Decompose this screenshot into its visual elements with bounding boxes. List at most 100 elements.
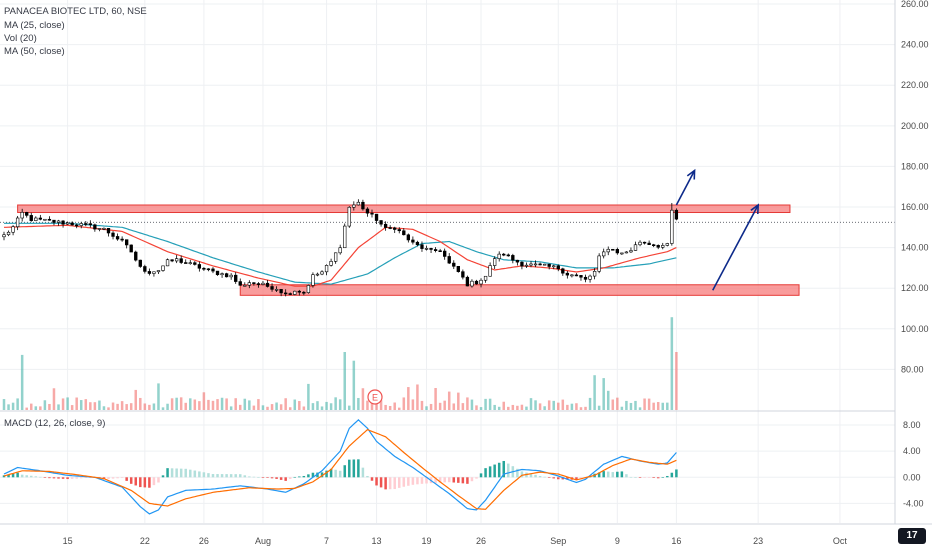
candle-body bbox=[411, 239, 415, 243]
breakout-arrow[interactable] bbox=[675, 168, 696, 206]
legend-ma50[interactable]: MA (50, close) bbox=[4, 46, 65, 57]
candle-body bbox=[611, 248, 615, 251]
macd-histogram-bar bbox=[220, 474, 224, 478]
price-tick-label: 140.00 bbox=[901, 243, 929, 253]
macd-histogram-bar bbox=[107, 477, 110, 479]
volume-bar bbox=[538, 403, 542, 410]
volume-bar bbox=[316, 401, 319, 410]
legend-volume[interactable]: Vol (20) bbox=[4, 33, 37, 44]
breakout-arrow-shaft bbox=[675, 170, 696, 206]
candle-body bbox=[352, 204, 356, 208]
volume-bar bbox=[193, 399, 197, 410]
price-tick-label: 240.00 bbox=[901, 40, 929, 50]
macd-histogram-bar bbox=[361, 467, 365, 478]
volume-bar bbox=[497, 406, 501, 410]
candle-body bbox=[52, 219, 56, 223]
volume-bar bbox=[675, 352, 678, 410]
volume-bar bbox=[361, 388, 365, 410]
candle-body bbox=[343, 225, 347, 249]
candle-body bbox=[647, 242, 651, 246]
candle-body bbox=[592, 270, 597, 277]
candle-body bbox=[193, 262, 197, 265]
earnings-marker[interactable]: E bbox=[367, 389, 383, 405]
time-tick-label: 16 bbox=[671, 536, 681, 546]
time-tick-label: 15 bbox=[63, 536, 73, 546]
macd-histogram-bar bbox=[70, 477, 74, 479]
macd-histogram-bar bbox=[316, 472, 319, 478]
volume-bar bbox=[93, 402, 97, 410]
chart-title[interactable]: PANACEA BIOTEC LTD, 60, NSE bbox=[4, 6, 147, 17]
candle-body bbox=[633, 244, 638, 251]
macd-histogram-bar bbox=[211, 474, 215, 478]
macd-histogram-bar bbox=[516, 468, 519, 478]
candle-body bbox=[579, 275, 583, 278]
macd-histogram-bar bbox=[643, 477, 646, 478]
candle-body bbox=[34, 217, 38, 221]
candle-body bbox=[65, 222, 70, 225]
macd-histogram-bar bbox=[547, 477, 551, 478]
candle-body bbox=[670, 209, 674, 244]
candle-body bbox=[206, 268, 211, 271]
resistance-zone[interactable] bbox=[17, 204, 791, 214]
time-tick-label: 19 bbox=[422, 536, 432, 546]
macd-histogram-bar bbox=[407, 477, 410, 486]
candle-body bbox=[111, 232, 115, 237]
macd-histogram-bar bbox=[484, 468, 487, 478]
macd-histogram-bar bbox=[461, 477, 465, 484]
time-tick-label: Aug bbox=[255, 536, 271, 546]
arrow-layer[interactable] bbox=[675, 168, 760, 291]
macd-histogram-bar bbox=[184, 468, 187, 478]
macd-histogram-bar bbox=[352, 459, 356, 478]
support-zone[interactable] bbox=[239, 284, 800, 296]
macd-histogram-bar bbox=[497, 462, 501, 478]
candle-body bbox=[324, 265, 329, 273]
macd-histogram-bar bbox=[25, 475, 28, 478]
macd-histogram-bar bbox=[629, 476, 633, 478]
candle-body bbox=[288, 293, 292, 295]
candle-body bbox=[511, 255, 515, 261]
legend-macd[interactable]: MACD (12, 26, close, 9) bbox=[4, 418, 106, 429]
candle-body bbox=[134, 251, 138, 261]
volume-bar bbox=[75, 397, 78, 410]
macd-histogram-bar bbox=[634, 477, 637, 478]
macd-histogram-bar bbox=[420, 477, 424, 484]
volume-bar bbox=[470, 399, 474, 410]
macd-histogram-bar bbox=[338, 470, 342, 478]
macd-histogram-bar bbox=[334, 469, 337, 478]
macd-histogram-bar bbox=[157, 477, 160, 483]
macd-histogram-bar bbox=[234, 474, 237, 478]
candle-body bbox=[397, 229, 401, 232]
macd-histogram-bar bbox=[375, 477, 378, 486]
volume-bar bbox=[588, 397, 592, 410]
candle-body bbox=[520, 261, 524, 267]
volume-bar bbox=[616, 397, 619, 410]
volume-bar bbox=[166, 403, 169, 410]
legend-ma25[interactable]: MA (25, close) bbox=[4, 20, 65, 31]
candle-body bbox=[356, 201, 361, 206]
candle-body bbox=[374, 213, 379, 221]
candle-layer bbox=[2, 199, 679, 297]
volume-bar bbox=[520, 404, 524, 410]
volume-bar bbox=[457, 392, 460, 410]
tradingview-logo[interactable]: 17 bbox=[898, 528, 926, 544]
target-arrow[interactable] bbox=[712, 203, 760, 291]
candle-body bbox=[234, 274, 238, 282]
volume-bar bbox=[70, 405, 74, 410]
volume-bar bbox=[402, 397, 406, 410]
candle-body bbox=[274, 289, 279, 291]
macd-histogram-bar bbox=[357, 459, 360, 478]
macd-histogram-bar bbox=[20, 474, 24, 478]
volume-bar bbox=[375, 402, 378, 410]
macd-histogram-bar bbox=[552, 477, 555, 479]
volume-bar bbox=[475, 405, 478, 410]
volume-bar bbox=[279, 404, 283, 410]
volume-bar bbox=[216, 399, 219, 410]
macd-signal-line bbox=[3, 428, 677, 510]
candle-body bbox=[538, 263, 542, 266]
candle-body bbox=[370, 212, 374, 215]
zone-layer[interactable] bbox=[0, 204, 895, 296]
volume-bar bbox=[20, 354, 24, 410]
